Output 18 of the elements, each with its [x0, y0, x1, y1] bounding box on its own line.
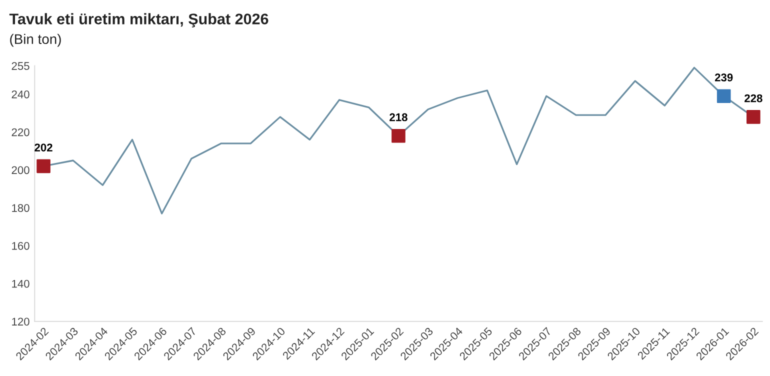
- y-tick-label: 120: [12, 318, 30, 326]
- point: [392, 128, 406, 143]
- point: [716, 89, 731, 104]
- y-tick-label: 140: [12, 280, 30, 288]
- data-label: 239: [714, 74, 733, 82]
- data-label: 202: [34, 144, 52, 152]
- data-label: 228: [744, 94, 762, 102]
- y-tick-label: 180: [12, 204, 30, 212]
- chart-subtitle: (Bin ton): [10, 34, 61, 47]
- point: [36, 159, 50, 174]
- y-tick-label: 160: [12, 242, 30, 250]
- y-tick-label: 240: [12, 90, 30, 98]
- y-tick-label: 200: [12, 166, 30, 174]
- data-label: 218: [390, 113, 408, 122]
- y-tick-label: 220: [12, 128, 30, 136]
- point: [746, 110, 760, 124]
- y-tick-label: 255: [12, 62, 30, 70]
- chart-title: Tavuk eti üretim miktarı, Şubat 2026: [9, 13, 268, 28]
